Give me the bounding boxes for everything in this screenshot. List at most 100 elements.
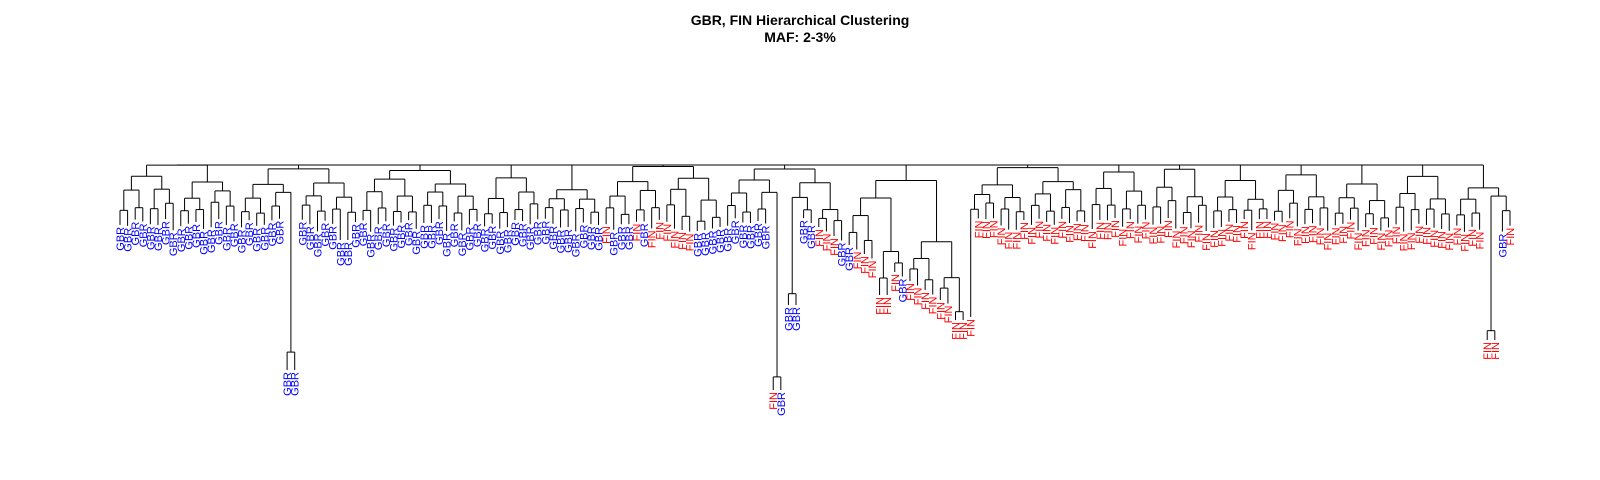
leaf-label: FIN	[1505, 228, 1517, 246]
leaf-label: FIN	[1110, 220, 1122, 238]
leaf-label: FIN	[966, 319, 978, 337]
leaf-label: GBR	[252, 228, 264, 252]
leaf-label: GBR	[237, 229, 249, 253]
leaf-label: FIN	[867, 260, 879, 278]
chart-subtitle: MAF: 2-3%	[764, 29, 836, 45]
leaf-label: GBR	[396, 225, 408, 249]
leaf-label: GBR	[275, 221, 287, 245]
leaf-label: FIN	[1285, 220, 1297, 238]
leaf-label: GBR	[799, 220, 811, 244]
leaf-label: FIN	[1429, 230, 1441, 248]
leaf-label: GBR	[388, 228, 400, 252]
leaf-label: GBR	[639, 223, 651, 247]
leaf-label: FIN	[913, 287, 925, 305]
leaf-label: FIN	[1391, 226, 1403, 244]
leaf-label: GBR	[312, 233, 324, 257]
leaf-label: GBR	[540, 221, 552, 245]
leaf-label: GBR	[358, 222, 370, 246]
leaf-label: FIN	[1232, 225, 1244, 243]
leaf-label: FIN	[1421, 227, 1433, 245]
leaf-label: GBR	[168, 232, 180, 256]
leaf-label: FIN	[1239, 221, 1251, 239]
leaf-label: FIN	[1011, 232, 1023, 250]
leaf-label: FIN	[1414, 226, 1426, 244]
leaf-label: FIN	[890, 274, 902, 292]
leaf-label: GBR	[518, 223, 530, 247]
leaf-label: GBR	[761, 225, 773, 249]
leaf-label: FIN	[1140, 221, 1152, 239]
leaf-label: GBR	[837, 242, 849, 266]
leaf-label: GBR	[206, 229, 218, 253]
leaf-label: FIN	[1490, 342, 1502, 360]
leaf-label: GBR	[723, 228, 735, 252]
leaf-label: GBR	[214, 221, 226, 245]
leaf-label: FIN	[988, 220, 1000, 238]
leaf-label: GBR	[373, 226, 385, 250]
leaf-label: FIN	[829, 238, 841, 256]
leaf-label: FIN	[1406, 232, 1418, 250]
leaf-label: FIN	[981, 221, 993, 239]
leaf-label: FIN	[928, 296, 940, 314]
leaf-label: GBR	[191, 224, 203, 248]
leaf-label: FIN	[1323, 233, 1335, 251]
leaf-label: FIN	[935, 302, 947, 320]
leaf-label: FIN	[685, 234, 697, 252]
leaf-label: FIN	[1194, 225, 1206, 243]
leaf-label: FIN	[1156, 226, 1168, 244]
leaf-label: GBR	[259, 227, 271, 251]
leaf-label: FIN	[1270, 223, 1282, 241]
leaf-label: GBR	[404, 222, 416, 246]
leaf-label: GBR	[282, 372, 294, 396]
leaf-label: GBR	[791, 307, 803, 331]
leaf-label: GBR	[464, 227, 476, 251]
leaf-label: FIN	[1216, 229, 1228, 247]
leaf-label: GBR	[700, 232, 712, 256]
leaf-label: FIN	[1178, 226, 1190, 244]
leaf-label: GBR	[411, 231, 423, 255]
leaf-label: FIN	[632, 224, 644, 242]
leaf-label: GBR	[381, 223, 393, 247]
leaf-label: GBR	[586, 226, 598, 250]
leaf-label: GBR	[897, 278, 909, 302]
leaf-label: FIN	[1004, 232, 1016, 250]
leaf-label: GBR	[480, 228, 492, 252]
leaf-label: FIN	[1353, 233, 1365, 251]
leaf-label: GBR	[563, 229, 575, 253]
leaf-label: GBR	[305, 226, 317, 250]
leaf-label: FIN	[905, 283, 917, 301]
leaf-label: GBR	[145, 226, 157, 250]
leaf-label: GBR	[244, 222, 256, 246]
leaf-label: GBR	[594, 227, 606, 251]
leaf-label: GBR	[138, 223, 150, 247]
leaf-label: FIN	[1042, 224, 1054, 242]
leaf-label: FIN	[1201, 233, 1213, 251]
leaf-label: GBR	[229, 223, 241, 247]
leaf-label: FIN	[996, 227, 1008, 245]
leaf-label: FIN	[973, 220, 985, 238]
leaf-label: FIN	[852, 251, 864, 269]
leaf-label: FIN	[1186, 230, 1198, 248]
leaf-label: FIN	[1459, 234, 1471, 252]
leaf-label: GBR	[335, 242, 347, 266]
leaf-label: FIN	[1300, 226, 1312, 244]
leaf-label: FIN	[1019, 222, 1031, 240]
leaf-label: GBR	[426, 225, 438, 249]
leaf-label: FIN	[1444, 233, 1456, 251]
leaf-label: FIN	[1026, 227, 1038, 245]
leaf-label: GBR	[730, 220, 742, 244]
leaf-label: GBR	[297, 222, 309, 246]
leaf-label: FIN	[1148, 227, 1160, 245]
leaf-label: GBR	[472, 223, 484, 247]
leaf-label: GBR	[616, 226, 628, 250]
leaf-label: FIN	[1102, 222, 1114, 240]
leaf-label: FIN	[601, 226, 613, 244]
leaf-label: GBR	[366, 234, 378, 258]
leaf-label: GBR	[183, 226, 195, 250]
leaf-label: GBR	[123, 228, 135, 252]
leaf-label: FIN	[1247, 232, 1259, 250]
leaf-label: GBR	[457, 232, 469, 256]
leaf-label: GBR	[525, 226, 537, 250]
leaf-label: FIN	[1277, 224, 1289, 242]
chart-title-block: GBR, FIN Hierarchical Clustering MAF: 2-…	[0, 12, 1600, 46]
